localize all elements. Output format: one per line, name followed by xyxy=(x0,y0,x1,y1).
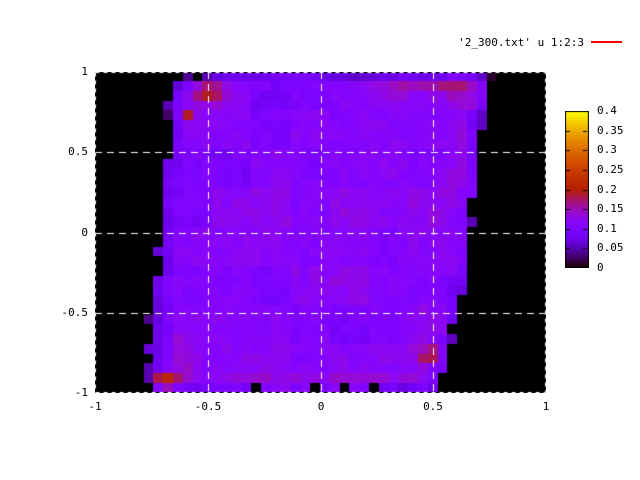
y-tick-label: -1 xyxy=(74,386,88,399)
legend-label: '2_300.txt' u 1:2:3 xyxy=(458,35,584,49)
colorbar-tick-label: 0 xyxy=(597,261,604,274)
y-tick-label: 0 xyxy=(81,226,88,239)
legend-line-sample xyxy=(591,41,622,43)
legend: '2_300.txt' u 1:2:3 xyxy=(458,35,622,49)
colorbar-tick-label: 0.3 xyxy=(597,143,617,156)
colorbar-tick-label: 0.2 xyxy=(597,183,617,196)
y-tick-label: 1 xyxy=(81,65,88,78)
x-tick-label: 0.5 xyxy=(423,400,443,413)
colorbar-tick-label: 0.1 xyxy=(597,222,617,235)
x-tick-label: 0 xyxy=(317,400,325,413)
x-tick-label: 1 xyxy=(542,400,550,413)
y-tick-label: 0.5 xyxy=(68,145,88,158)
x-tick-label: -1 xyxy=(88,400,102,413)
heatmap-plot-area xyxy=(95,72,546,393)
colorbar-tick-label: 0.15 xyxy=(597,202,624,215)
colorbar-tick-label: 0.25 xyxy=(597,163,624,176)
y-tick-label: -0.5 xyxy=(61,306,89,319)
colorbar xyxy=(565,111,589,268)
x-tick-label: -0.5 xyxy=(194,400,222,413)
colorbar-tick-label: 0.35 xyxy=(597,124,624,137)
colorbar-tick-label: 0.05 xyxy=(597,241,624,254)
colorbar-tick-label: 0.4 xyxy=(597,104,617,117)
